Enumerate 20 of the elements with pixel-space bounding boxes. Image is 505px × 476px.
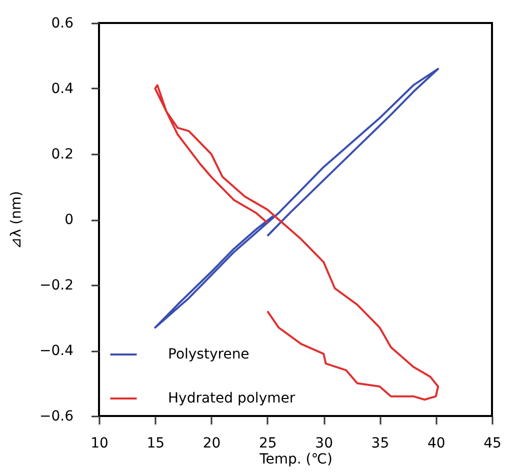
x-tick-label: 20: [202, 436, 221, 452]
legend-label: Hydrated polymer: [168, 390, 296, 406]
y-tick-label: −0.2: [40, 278, 74, 294]
x-tick-label: 30: [315, 436, 333, 452]
x-tick-label: 15: [146, 436, 165, 452]
y-tick-label: 0.4: [51, 81, 74, 97]
x-tick-label: 25: [259, 436, 277, 452]
y-tick-label: 0.2: [51, 146, 74, 162]
x-tick-label: 35: [371, 436, 390, 452]
y-tick-label: −0.6: [40, 408, 74, 424]
y-tick-label: 0.6: [51, 16, 74, 32]
x-tick-label: 10: [90, 436, 108, 452]
line-series: [154, 68, 440, 329]
x-axis-title: Temp. (℃): [258, 452, 332, 468]
y-tick-label: −0.4: [40, 343, 74, 359]
y-tick-label: 0: [64, 212, 74, 228]
x-tick-label: 40: [427, 436, 446, 452]
x-tick-label: 45: [484, 436, 502, 452]
legend-label: Polystyrene: [168, 346, 250, 362]
y-axis-title: ⊿λ (nm): [8, 191, 25, 249]
